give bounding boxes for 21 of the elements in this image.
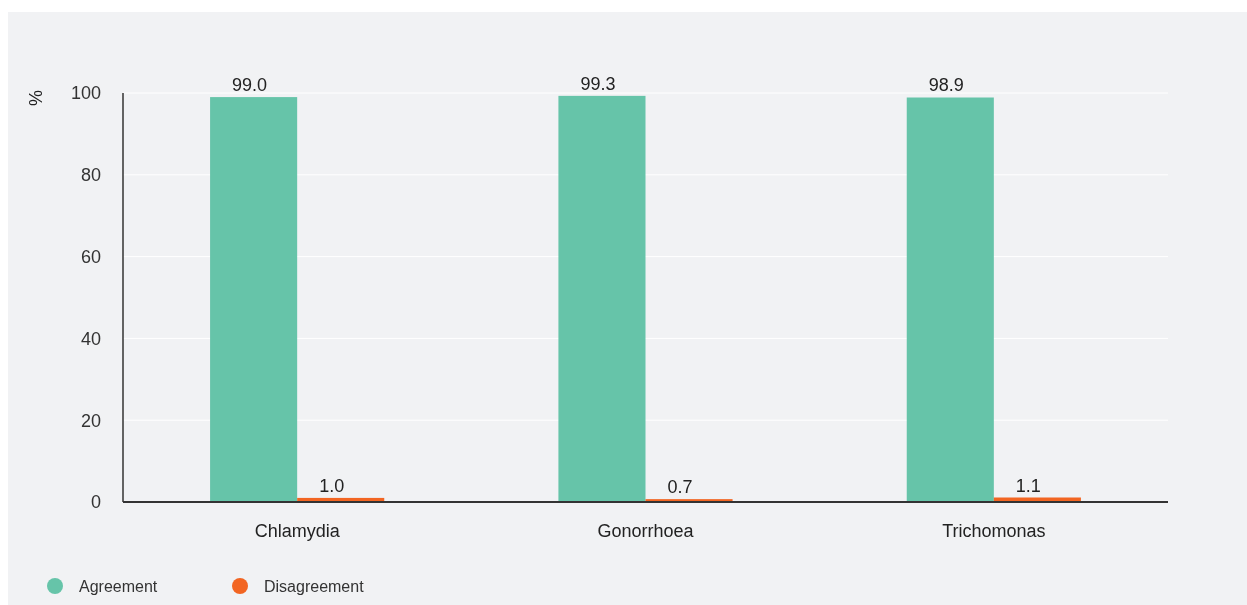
y-tick-label: 60	[80, 246, 101, 267]
y-tick-label: 100	[70, 83, 101, 104]
data-label: 0.7	[667, 477, 693, 498]
y-tick-label: 40	[80, 328, 101, 349]
y-tick-label: 0	[90, 492, 101, 513]
x-tick-label: Gonorrhoea	[597, 521, 695, 541]
y-tick-label: 80	[80, 165, 101, 186]
bar	[558, 95, 646, 502]
x-tick-label: Trichomonas	[942, 521, 1046, 541]
y-axis-title: %	[26, 89, 46, 107]
data-label: 99.3	[580, 73, 616, 94]
bar	[210, 97, 298, 502]
data-label: 1.0	[319, 475, 345, 496]
legend-label: Agreement	[79, 577, 158, 595]
bar	[906, 97, 994, 502]
legend-label: Disagreement	[264, 577, 365, 595]
x-tick-label: Chlamydia	[254, 521, 341, 541]
y-tick-label: 20	[80, 410, 101, 431]
data-label: 99.0	[232, 75, 268, 96]
data-label: 1.1	[1015, 475, 1041, 496]
data-label: 98.9	[928, 75, 964, 96]
